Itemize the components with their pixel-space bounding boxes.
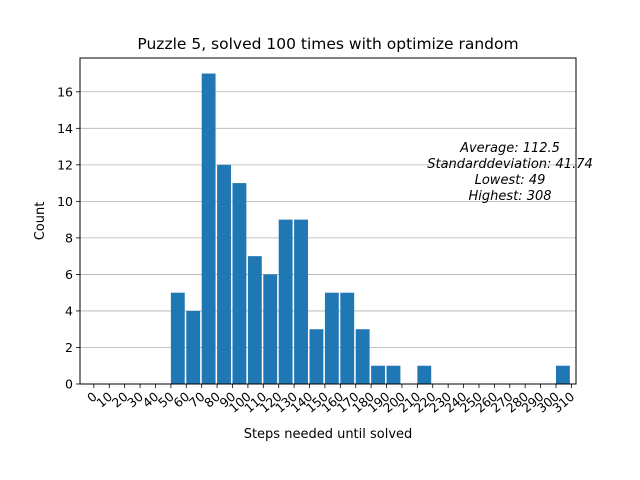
stats-lowest: Lowest: 49 bbox=[475, 173, 546, 188]
bar bbox=[232, 183, 247, 384]
y-tick-label: 2 bbox=[65, 340, 73, 355]
y-axis-ticks: 0 2 4 6 8 10 12 14 16 bbox=[57, 84, 80, 392]
bar bbox=[386, 365, 401, 384]
y-tick-label: 4 bbox=[65, 303, 73, 318]
y-axis-label: Count bbox=[33, 202, 48, 241]
y-tick-label: 10 bbox=[57, 194, 73, 209]
stats-highest: Highest: 308 bbox=[468, 189, 551, 204]
bar bbox=[278, 219, 293, 384]
bar bbox=[355, 329, 370, 384]
bar bbox=[170, 292, 185, 384]
bar bbox=[371, 365, 385, 384]
y-tick-label: 6 bbox=[65, 267, 73, 282]
bar bbox=[340, 292, 355, 384]
y-tick-label: 0 bbox=[65, 377, 73, 392]
bar bbox=[186, 310, 201, 384]
y-tick-label: 12 bbox=[57, 157, 73, 172]
y-tick-label: 14 bbox=[57, 121, 73, 136]
y-tick-label: 8 bbox=[65, 230, 73, 245]
plot-frame bbox=[79, 57, 577, 385]
bar bbox=[309, 329, 324, 384]
bar bbox=[324, 292, 339, 384]
bar bbox=[555, 365, 570, 384]
bar bbox=[217, 164, 231, 384]
x-axis-label: Steps needed until solved bbox=[244, 427, 413, 442]
stats-annotation: Average: 112.5 Standarddeviation: 41.74 … bbox=[427, 141, 593, 204]
stats-average: Average: 112.5 bbox=[459, 141, 560, 156]
bar bbox=[201, 73, 216, 385]
bar bbox=[294, 219, 308, 384]
bar bbox=[247, 256, 262, 384]
chart-title: Puzzle 5, solved 100 times with optimize… bbox=[137, 35, 518, 53]
y-tick-label: 16 bbox=[57, 84, 73, 99]
stats-stddev: Standarddeviation: 41.74 bbox=[427, 157, 593, 172]
bar bbox=[417, 365, 432, 384]
bars bbox=[170, 73, 570, 385]
bar bbox=[263, 274, 278, 384]
